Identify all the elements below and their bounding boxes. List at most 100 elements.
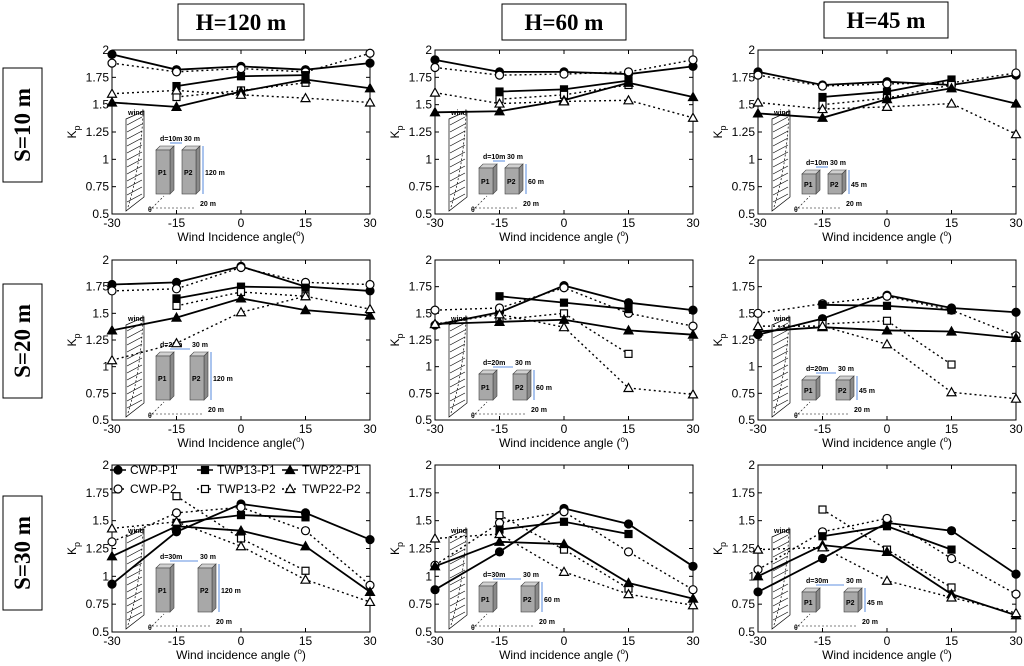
data-point xyxy=(106,324,118,335)
height-label: 120 m xyxy=(221,588,241,595)
data-point xyxy=(364,303,376,314)
building-p2 xyxy=(181,149,197,195)
data-point xyxy=(235,306,247,317)
wind-label: wind xyxy=(127,316,144,323)
y-tick-label: 1.25 xyxy=(409,125,433,139)
row-header-s20: S=20 m xyxy=(2,283,43,399)
wind-hatch-line xyxy=(772,179,789,189)
series-line xyxy=(111,52,371,73)
building-p1 xyxy=(155,567,171,613)
x-tick-label: -30 xyxy=(749,216,767,230)
spacing-label: d=10m xyxy=(483,154,505,161)
x-tick-label: 0 xyxy=(238,422,245,436)
wind-hatch-line xyxy=(772,329,789,339)
y-tick-label: 0.5 xyxy=(738,207,755,221)
wind-hatch-line xyxy=(449,583,466,593)
wind-hatch-line xyxy=(126,597,143,607)
x-tick-label: -30 xyxy=(103,634,121,648)
y-tick-label: 1.25 xyxy=(732,542,756,556)
y-tick-label: 1 xyxy=(102,360,109,374)
x-axis-label: Wind incidence angle (o) xyxy=(822,229,952,244)
base-label: 20 m xyxy=(216,619,232,626)
wind-hatch-line xyxy=(772,137,789,147)
data-point xyxy=(559,298,569,307)
data-point xyxy=(1010,607,1022,618)
wind-hatch-line xyxy=(772,172,789,182)
y-tick-label: 2 xyxy=(425,458,432,472)
wind-hatch-line xyxy=(449,399,466,409)
wind-hatch-line xyxy=(772,562,789,572)
theta-label: θ xyxy=(794,413,798,420)
wind-hatch-line xyxy=(449,364,466,374)
y-tick-label: 0.75 xyxy=(86,597,110,611)
x-tick-label: -15 xyxy=(491,216,509,230)
x-tick-label: 30 xyxy=(1009,216,1023,230)
data-point xyxy=(171,67,182,77)
x-tick-label: 0 xyxy=(238,216,245,230)
x-tick-label: 0 xyxy=(561,422,568,436)
building-p2 xyxy=(843,591,859,613)
data-point xyxy=(881,546,893,556)
building-inset: wind P1 P2 d=10m 30 m 45 m 20 m θ xyxy=(771,110,867,214)
data-point xyxy=(495,292,504,301)
height-label: 45 m xyxy=(859,388,875,395)
series-line xyxy=(111,295,371,361)
theta-label: θ xyxy=(471,625,475,632)
data-point xyxy=(687,328,699,339)
wind-hatch-line xyxy=(449,322,466,332)
y-tick-label: 1 xyxy=(425,152,432,166)
data-point xyxy=(817,553,828,564)
y-tick-label: 1 xyxy=(425,569,432,583)
angle-guide-line xyxy=(474,401,488,415)
data-point xyxy=(365,58,375,68)
row-header-s10-text: S=10 m xyxy=(10,88,35,162)
y-tick-label: 1.5 xyxy=(415,98,432,112)
y-tick-label: 1.5 xyxy=(738,306,755,320)
panel-0-2: 0.5 0.75 1 1.25 1.5 1.75 2 -30 -15 0 15 30 Wind inci… xyxy=(711,43,1023,244)
data-point xyxy=(235,292,247,303)
data-point xyxy=(301,283,310,292)
data-point xyxy=(818,532,827,541)
base-label: 20 m xyxy=(208,407,224,414)
data-point xyxy=(107,537,117,547)
x-tick-label: -15 xyxy=(491,422,509,436)
series-line xyxy=(757,72,1017,87)
building-p1-label: P1 xyxy=(804,600,813,607)
y-tick-label: 1.75 xyxy=(86,280,110,294)
y-tick-label: 1.25 xyxy=(732,333,756,347)
building-p1-label: P1 xyxy=(481,179,490,186)
x-axis-label: Wind incidence angle (o) xyxy=(822,647,952,662)
legend-marker xyxy=(284,483,296,494)
y-axis-label: Kp xyxy=(711,333,728,346)
data-point xyxy=(816,112,829,122)
x-tick-label: -30 xyxy=(103,422,121,436)
data-point xyxy=(235,540,247,551)
data-point xyxy=(622,94,635,105)
wind-hatch-line xyxy=(772,343,789,353)
data-point xyxy=(945,591,958,602)
wind-hatch-line xyxy=(449,576,466,586)
row-header-s30-text: S=30 m xyxy=(10,516,35,590)
data-point xyxy=(106,550,118,561)
x-tick-label: -15 xyxy=(814,634,832,648)
data-point xyxy=(559,69,569,79)
data-point xyxy=(688,321,698,331)
x-tick-label: -15 xyxy=(168,634,186,648)
data-point xyxy=(945,82,958,93)
data-point xyxy=(752,570,764,581)
data-point xyxy=(947,306,956,315)
wind-hatch-line xyxy=(772,548,789,558)
data-point xyxy=(622,577,635,588)
wind-hatch-line xyxy=(126,576,143,586)
building-inset: wind P1 P2 d=30m 30 m 60 m 20 m θ xyxy=(448,528,560,632)
x-tick-label: 30 xyxy=(1009,422,1023,436)
data-point xyxy=(172,92,181,102)
wind-hatch-line xyxy=(126,548,143,558)
data-point xyxy=(818,300,827,309)
data-point xyxy=(235,524,247,535)
panel-1-1: 0.5 0.75 1 1.25 1.5 1.75 2 -30 -15 0 15 30 Wind inci… xyxy=(388,253,700,450)
x-tick-label: 15 xyxy=(299,216,313,230)
y-tick-label: 0.75 xyxy=(409,386,433,400)
panel-2-1: 0.5 0.75 1 1.25 1.5 1.75 2 -30 -15 0 15 30 Wind inci… xyxy=(388,458,700,662)
building-p2-label: P2 xyxy=(200,588,209,595)
